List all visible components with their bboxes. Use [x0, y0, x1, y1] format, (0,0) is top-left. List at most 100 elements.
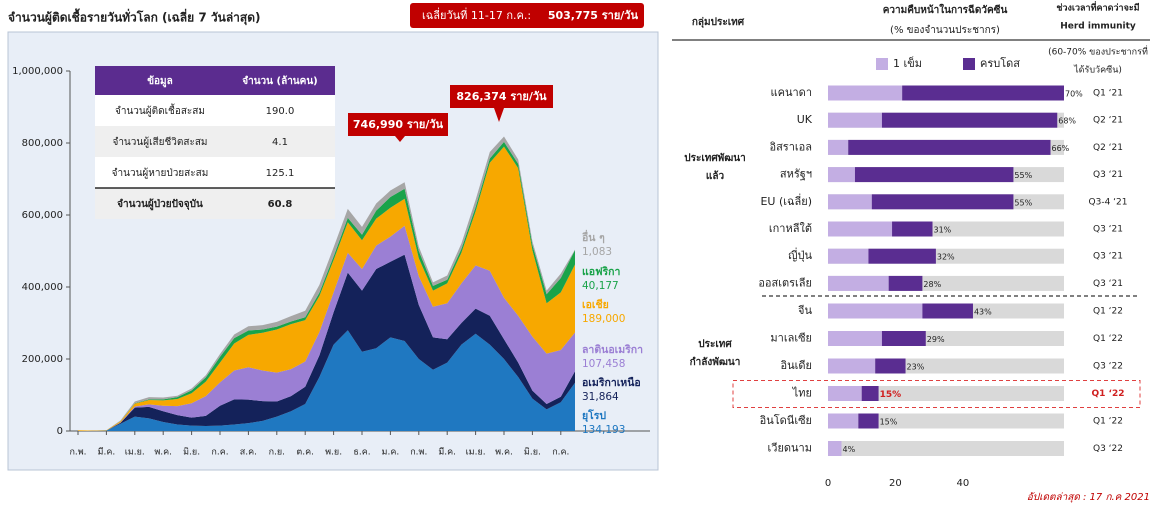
series-last-label: 31,864	[582, 391, 619, 403]
legend-swatch	[876, 58, 888, 70]
banner-value: 503,775 ราย/วัน	[548, 9, 639, 22]
x-tick-label: 0	[825, 478, 831, 489]
table-cell: จำนวนผู้ติดเชื้อสะสม	[115, 103, 205, 117]
value-label: 23%	[907, 363, 925, 372]
x-tick-label: ม.ค.	[382, 448, 400, 458]
value-label: 68%	[1058, 117, 1076, 126]
timing-header: Herd immunity	[1060, 22, 1136, 32]
table-row	[95, 126, 335, 157]
value-label: 28%	[923, 280, 941, 289]
bar-segment	[828, 112, 882, 128]
table-cell: จำนวนผู้เสียชีวิตสะสม	[112, 136, 207, 148]
bar-segment	[828, 413, 859, 429]
bar-segment	[828, 441, 842, 456]
bar-segment	[828, 194, 872, 210]
series-last-label: 134,193	[582, 424, 625, 436]
value-label: 29%	[927, 335, 945, 344]
track	[828, 413, 1064, 429]
banner-label: เฉลี่ยวันที่ 11-17 ก.ค.:	[422, 7, 531, 22]
timing: Q3 ‘21	[1093, 225, 1123, 235]
timing: Q2 ‘21	[1093, 143, 1123, 153]
group-label: แล้ว	[706, 170, 725, 182]
series-name: อื่น ๆ	[582, 229, 605, 244]
table-row	[95, 95, 335, 126]
bar-segment	[828, 358, 876, 374]
bar-segment	[902, 85, 1064, 101]
timing: Q3 ‘22	[1093, 362, 1123, 372]
series-name: อเมริกาเหนือ	[582, 376, 641, 389]
group-label: ประเทศ	[698, 338, 732, 350]
value-label: 55%	[1014, 171, 1032, 180]
bar-segment	[861, 386, 879, 401]
bar-segment	[828, 221, 893, 237]
area	[78, 330, 575, 431]
table-row	[95, 188, 335, 219]
category-label: UK	[797, 113, 813, 126]
table-cell: 125.1	[266, 168, 295, 179]
table-header	[95, 66, 335, 95]
track	[828, 386, 1064, 401]
y-tick-label: 0	[57, 426, 63, 437]
x-tick-label: ส.ค.	[240, 448, 257, 458]
value-label: 15%	[880, 390, 902, 400]
bar-segment	[854, 167, 1014, 183]
annotation-pointer	[494, 108, 504, 122]
banner-box	[410, 3, 644, 28]
y-tick-label: 400,000	[22, 282, 63, 293]
area	[78, 254, 575, 431]
bar-segment	[871, 194, 1014, 210]
value-label: 4%	[842, 445, 855, 454]
series-last-label: 107,458	[582, 358, 625, 370]
y-tick-label: 800,000	[22, 138, 63, 149]
timing: Q1 ‘22	[1093, 417, 1123, 427]
bar-segment	[828, 248, 869, 264]
timing-header: ได้รับวัคซีน)	[1073, 65, 1122, 76]
bar-segment	[881, 112, 1058, 128]
timing: Q1 ‘22	[1093, 334, 1123, 344]
x-tick-label: เม.ย.	[466, 448, 486, 458]
x-tick-label: ก.ค.	[211, 448, 228, 458]
category-label: อินเดีย	[780, 359, 812, 372]
x-tick-label: ก.พ.	[69, 448, 86, 458]
annotation-box	[348, 113, 448, 136]
series-last-label: 189,000	[582, 313, 625, 325]
category-label: ออสเตรเลีย	[758, 276, 812, 289]
x-tick-label: เม.ย.	[125, 448, 145, 458]
bar-segment	[828, 275, 889, 291]
annotation: 746,990 ราย/วัน	[353, 118, 444, 131]
x-tick-label: มี.ค.	[438, 447, 456, 458]
timing: Q1 ‘21	[1093, 89, 1123, 99]
annotation: 826,374 ราย/วัน	[456, 90, 547, 103]
value-label: 31%	[934, 226, 952, 235]
x-tick-label: 40	[956, 478, 969, 489]
y-tick-label: 1,000,000	[12, 66, 63, 77]
x-tick-label: ธ.ค.	[353, 448, 370, 458]
vaccine-title: ความคืบหน้าในการฉีดวัคซีน	[883, 3, 1008, 16]
timing: Q1 ‘22	[1093, 307, 1123, 317]
category-label: ญี่ปุ่น	[788, 247, 812, 262]
table-cell: จำนวนผู้ป่วยปัจจุบัน	[117, 198, 203, 211]
x-tick-label: ก.ย.	[269, 448, 285, 458]
highlight-box	[732, 380, 1141, 408]
value-label: 32%	[937, 253, 955, 262]
bar-segment	[828, 167, 855, 183]
x-tick-label: พ.ย.	[325, 448, 342, 458]
timing-header: (60-70% ของประชากรที่	[1048, 45, 1148, 58]
x-tick-label: ก.พ.	[410, 448, 427, 458]
track	[828, 441, 1064, 456]
category-label: ไทย	[792, 387, 812, 400]
x-tick-label: 20	[889, 478, 902, 489]
category-label: สหรัฐฯ	[780, 168, 812, 181]
table-header-cell: ข้อมูล	[147, 75, 173, 88]
y-tick-label: 600,000	[22, 210, 63, 221]
timing: Q3 ‘21	[1093, 252, 1123, 262]
timing: Q2 ‘21	[1093, 116, 1123, 126]
series-name: ยุโรป	[582, 409, 606, 423]
table-cell: จำนวนผู้หายป่วยสะสม	[112, 167, 209, 179]
category-label: แคนาดา	[771, 86, 812, 99]
category-label: เวียดนาม	[768, 442, 812, 455]
bar-segment	[858, 413, 879, 429]
value-label: 70%	[1065, 90, 1083, 99]
bar-segment	[881, 331, 926, 346]
bar-segment	[828, 85, 903, 101]
